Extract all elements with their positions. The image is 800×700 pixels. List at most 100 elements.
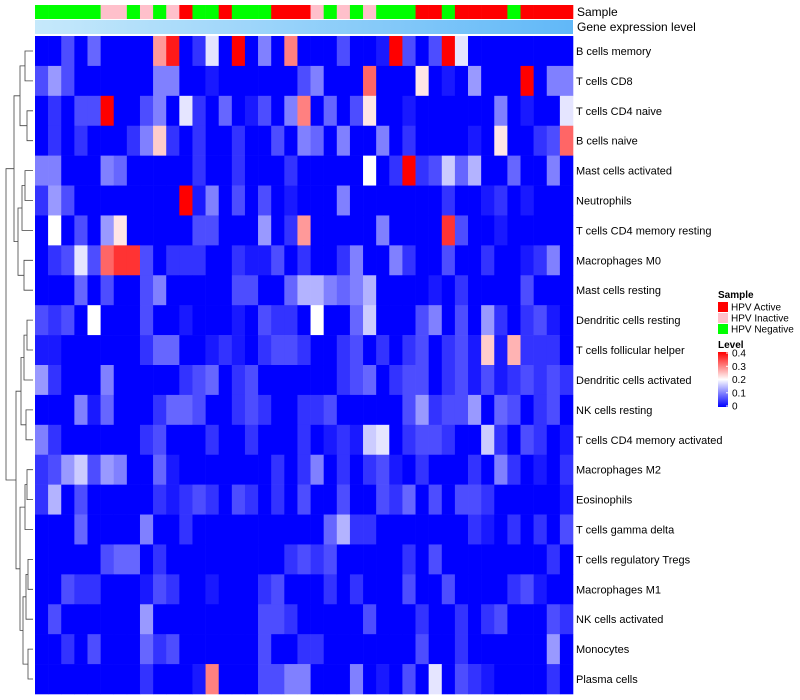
heatmap-cell: [166, 275, 180, 306]
heatmap-cell: [100, 305, 115, 336]
heatmap-cell: [428, 454, 443, 485]
sample-annotation-cell: [389, 5, 403, 19]
heatmap-cell: [520, 65, 534, 97]
heatmap-cell: [244, 305, 259, 336]
heatmap-cell: [376, 36, 390, 67]
heatmap-cell: [218, 514, 233, 545]
heatmap-cell: [244, 65, 259, 97]
heatmap-cell: [48, 365, 62, 396]
heatmap-cell: [533, 604, 548, 635]
heatmap-cell: [153, 634, 167, 665]
heatmap-cell: [454, 36, 469, 67]
heatmap-cell: [192, 574, 206, 605]
sample-annotation-cell: [559, 5, 574, 19]
heatmap-cell: [481, 335, 495, 366]
heatmap-cell: [468, 95, 482, 127]
row-label: Monocytes: [576, 644, 630, 656]
heatmap-cell: [74, 36, 88, 67]
level-tick-label: 0.3: [732, 362, 746, 373]
row-label: T cells follicular helper: [576, 345, 685, 357]
heatmap-cell: [231, 275, 246, 306]
level-tick-label: 0: [732, 402, 738, 413]
heatmap-cell: [336, 95, 351, 127]
heatmap-cell: [166, 215, 180, 246]
heatmap-cell: [166, 604, 180, 635]
heatmap-cell: [507, 95, 521, 127]
heatmap-cell: [205, 36, 220, 67]
heatmap-cell: [349, 215, 364, 246]
heatmap-cell: [271, 544, 285, 575]
heatmap-cell: [61, 394, 75, 426]
heatmap-cell: [244, 125, 259, 156]
heatmap-cell: [35, 65, 49, 97]
heatmap-cell: [533, 664, 548, 695]
heatmap-cell: [205, 305, 220, 336]
heatmap-cell: [415, 95, 429, 127]
heatmap-cell: [546, 305, 561, 336]
dendrogram-branch: [25, 574, 33, 620]
heatmap-cell: [179, 454, 193, 485]
heatmap-cell: [481, 125, 495, 156]
heatmap-cell: [113, 634, 128, 665]
sample-annotation-cell: [192, 5, 206, 19]
heatmap-cell: [179, 305, 193, 336]
heatmap-cell: [179, 484, 193, 515]
heatmap-cell: [402, 484, 416, 515]
heatmap-cell: [87, 394, 101, 426]
heatmap-cell: [323, 664, 338, 695]
heatmap-cell: [87, 185, 101, 216]
sample-annotation-cell: [310, 5, 324, 19]
heatmap-cell: [520, 634, 534, 665]
heatmap-cell: [244, 454, 259, 485]
heatmap-cell: [520, 305, 534, 336]
heatmap-cell: [166, 664, 180, 695]
heatmap-cell: [87, 574, 101, 605]
heatmap-cell: [100, 394, 115, 426]
heatmap-cell: [192, 514, 206, 545]
heatmap-cell: [297, 664, 311, 695]
heatmap-cell: [428, 604, 443, 635]
heatmap-cell: [454, 125, 469, 156]
heatmap-cell: [48, 125, 62, 156]
heatmap-cell: [415, 604, 429, 635]
heatmap-cell: [271, 155, 285, 186]
heatmap-cell: [218, 394, 233, 426]
heatmap-cell: [389, 664, 403, 695]
heatmap-cell: [61, 544, 75, 575]
heatmap-cell: [310, 365, 324, 396]
heatmap-cell: [533, 424, 548, 456]
heatmap-cell: [205, 424, 220, 456]
sample-annotation-cell: [244, 5, 259, 19]
heatmap-cell: [48, 664, 62, 695]
heatmap-cell: [297, 454, 311, 485]
heatmap-cell: [258, 245, 272, 276]
sample-annotation-cell: [48, 5, 62, 19]
heatmap-cell: [336, 65, 351, 97]
heatmap-cell: [336, 634, 351, 665]
heatmap-cell: [166, 634, 180, 665]
heatmap-cell: [258, 335, 272, 366]
heatmap-cell: [363, 365, 377, 396]
heatmap-cell: [244, 365, 259, 396]
heatmap-cell: [494, 36, 508, 67]
heatmap-cell: [559, 394, 574, 426]
heatmap-cell: [441, 335, 456, 366]
heatmap-cell: [139, 215, 154, 246]
heatmap-cell: [376, 664, 390, 695]
heatmap-cell: [48, 155, 62, 186]
heatmap-cell: [100, 544, 115, 575]
heatmap-cell: [468, 125, 482, 156]
heatmap-cell: [153, 514, 167, 545]
heatmap-cell: [336, 424, 351, 456]
heatmap-cell: [179, 125, 193, 156]
heatmap-cell: [415, 394, 429, 426]
heatmap-cell: [415, 185, 429, 216]
heatmap-cell: [126, 155, 141, 186]
heatmap-cell: [258, 514, 272, 545]
heatmap-cell: [454, 365, 469, 396]
heatmap-cell: [126, 365, 141, 396]
heatmap-cell: [100, 604, 115, 635]
heatmap-cell: [100, 125, 115, 156]
heatmap-cell: [74, 484, 88, 515]
heatmap-cell: [35, 185, 49, 216]
